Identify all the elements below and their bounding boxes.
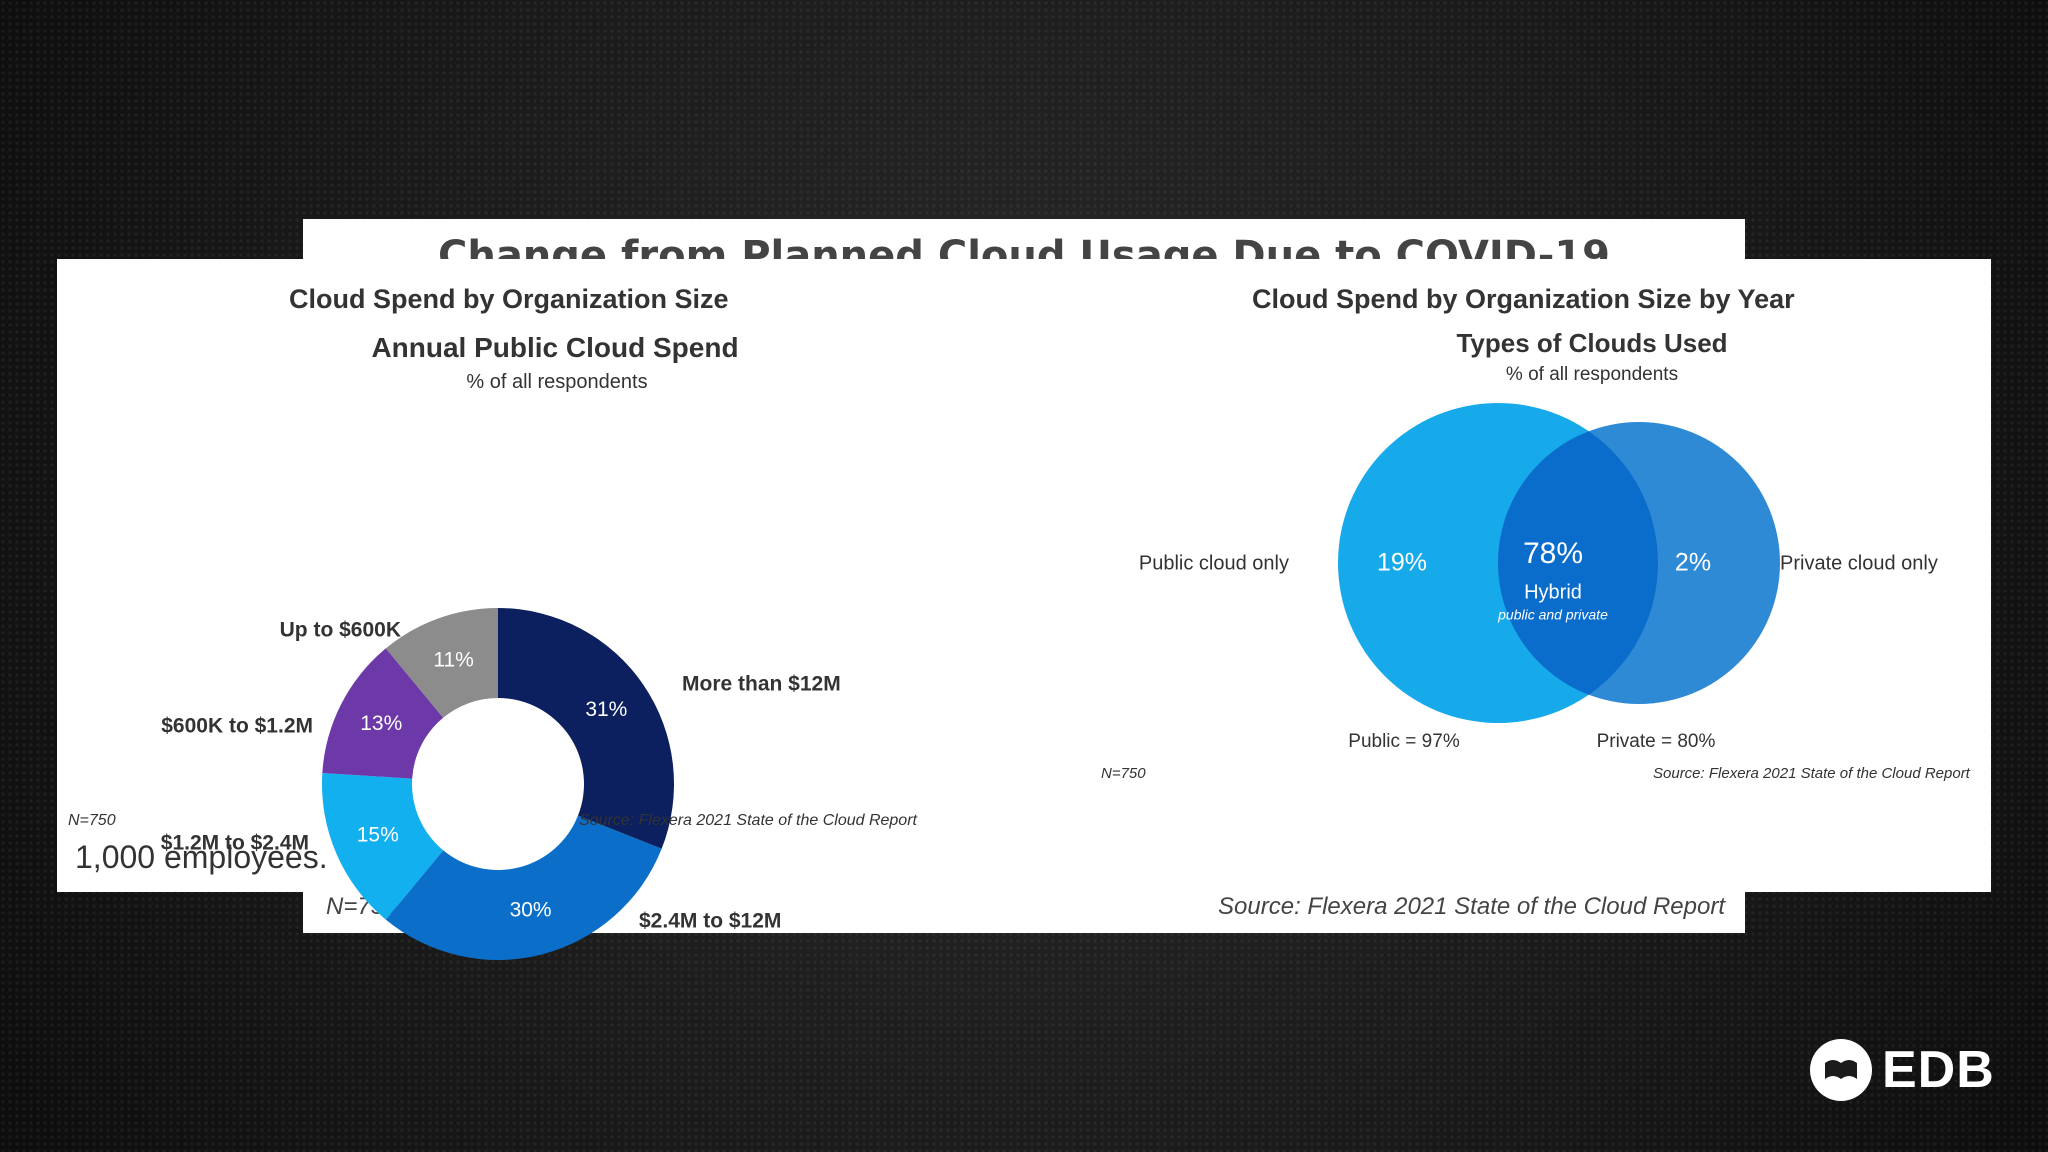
left-n-label: N=750 [68, 812, 116, 829]
donut-slice-value-label: 13% [360, 712, 402, 735]
donut-slice-value-label: 30% [510, 898, 552, 921]
donut-slice [385, 815, 662, 961]
donut-slice-value-label: 31% [585, 698, 627, 721]
venn-private-only-label: Private cloud only [1780, 552, 1938, 574]
donut-slice [498, 608, 675, 849]
venn-chart: 19% 2% 78% Hybrid public and private Pub… [1139, 403, 1938, 752]
venn-overlap-region [1498, 431, 1658, 695]
donut-chart-subtitle: % of all respondents [466, 371, 648, 393]
venn-public-total: Public = 97% [1348, 731, 1460, 752]
donut-slice-category-label: $1.2M to $2.4M [161, 832, 309, 855]
donut-slice-category-label: More than $12M [682, 673, 841, 696]
donut-slice [321, 772, 444, 920]
venn-overlap-value: 78% [1523, 537, 1583, 570]
donut-slice-value-label: 11% [433, 648, 473, 671]
venn-overlap-label: Hybrid [1524, 581, 1582, 603]
venn-private-only-value: 2% [1675, 549, 1711, 577]
edb-logo: EDB [1810, 1038, 1995, 1102]
background-slide-source: Source: Flexera 2021 State of the Cloud … [1218, 893, 1725, 920]
donut-slice [322, 648, 444, 779]
venn-chart-title: Types of Clouds Used [1456, 328, 1728, 358]
donut-slice-category-label: Up to $600K [280, 619, 401, 642]
venn-chart-subtitle: % of all respondents [1505, 364, 1679, 385]
right-source-label: Source: Flexera 2021 State of the Cloud … [1653, 765, 1970, 782]
donut-chart-title: Annual Public Cloud Spend [371, 332, 739, 363]
edb-logo-icon [1810, 1039, 1872, 1101]
venn-overlap-sublabel: public and private [1497, 607, 1608, 623]
venn-public-only-value: 19% [1377, 549, 1427, 577]
right-panel-heading: Cloud Spend by Organization Size by Year [1252, 284, 1795, 314]
donut-slice-category-label: $2.4M to $12M [639, 910, 781, 933]
left-panel-heading: Cloud Spend by Organization Size [289, 284, 729, 314]
donut-chart: 31% More than $12M 30% $2.4M to $12M 15% $1.2… [161, 608, 841, 961]
venn-public-only-label: Public cloud only [1139, 552, 1289, 574]
left-source-label: Source: Flexera 2021 State of the Cloud … [579, 812, 917, 829]
caption-text: 1,000 employees. [75, 839, 328, 875]
donut-slice-value-label: 15% [357, 824, 399, 847]
front-slide: Cloud Spend by Organization Size Annual … [57, 259, 1991, 961]
donut-slice-category-label: $600K to $1.2M [161, 715, 313, 738]
donut-slice [385, 608, 498, 718]
venn-private-total: Private = 80% [1597, 731, 1716, 752]
edb-logo-text: EDB [1882, 1041, 1995, 1099]
right-n-label: N=750 [1101, 765, 1146, 782]
